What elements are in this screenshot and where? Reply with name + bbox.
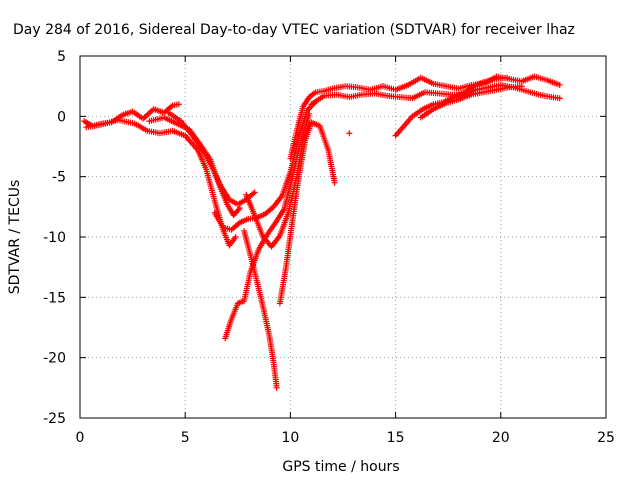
data-point bbox=[504, 74, 511, 81]
data-point bbox=[307, 104, 314, 111]
data-point bbox=[556, 81, 563, 88]
series-isolated bbox=[346, 130, 353, 137]
data-point bbox=[175, 101, 182, 108]
x-tick-label: 15 bbox=[387, 430, 405, 446]
x-axis-label: GPS time / hours bbox=[282, 459, 399, 475]
data-point bbox=[273, 384, 280, 391]
y-tick-label: -20 bbox=[43, 351, 66, 367]
y-tick-label: -10 bbox=[43, 230, 66, 246]
data-point bbox=[306, 110, 313, 117]
series-arc13 bbox=[417, 83, 525, 121]
series-arc10 bbox=[287, 73, 563, 162]
y-tick-label: -5 bbox=[52, 170, 66, 186]
series-arc9 bbox=[276, 119, 338, 307]
x-tick-labels: 0 5 10 15 20 25 bbox=[76, 430, 615, 446]
y-axis-label: SDTVAR / TECUs bbox=[7, 180, 23, 295]
data-point bbox=[346, 130, 353, 137]
x-tick-label: 20 bbox=[492, 430, 510, 446]
chart-title: Day 284 of 2016, Sidereal Day-to-day VTE… bbox=[13, 22, 575, 38]
data-point bbox=[232, 234, 239, 240]
x-tick-label: 25 bbox=[597, 430, 615, 446]
x-tick-label: 0 bbox=[76, 430, 85, 446]
y-tick-label: -15 bbox=[43, 290, 66, 306]
data-point bbox=[518, 83, 525, 90]
data-points bbox=[81, 73, 563, 391]
series-arc4 bbox=[165, 109, 258, 208]
axis-ticks bbox=[79, 55, 607, 419]
y-tick-label: -25 bbox=[43, 411, 66, 427]
series-arc8 bbox=[243, 119, 313, 250]
data-point bbox=[556, 95, 563, 102]
y-tick-label: 0 bbox=[57, 109, 66, 125]
x-tick-label: 10 bbox=[281, 430, 299, 446]
y-tick-labels: 5 0 -5 -10 -15 -20 -25 bbox=[43, 49, 66, 427]
data-point bbox=[251, 189, 258, 196]
series-arc3 bbox=[146, 114, 243, 219]
series-arc7 bbox=[241, 227, 280, 391]
series-arc2 bbox=[83, 116, 239, 249]
data-point bbox=[331, 179, 338, 186]
x-tick-label: 5 bbox=[181, 430, 190, 446]
y-tick-label: 5 bbox=[57, 49, 66, 65]
